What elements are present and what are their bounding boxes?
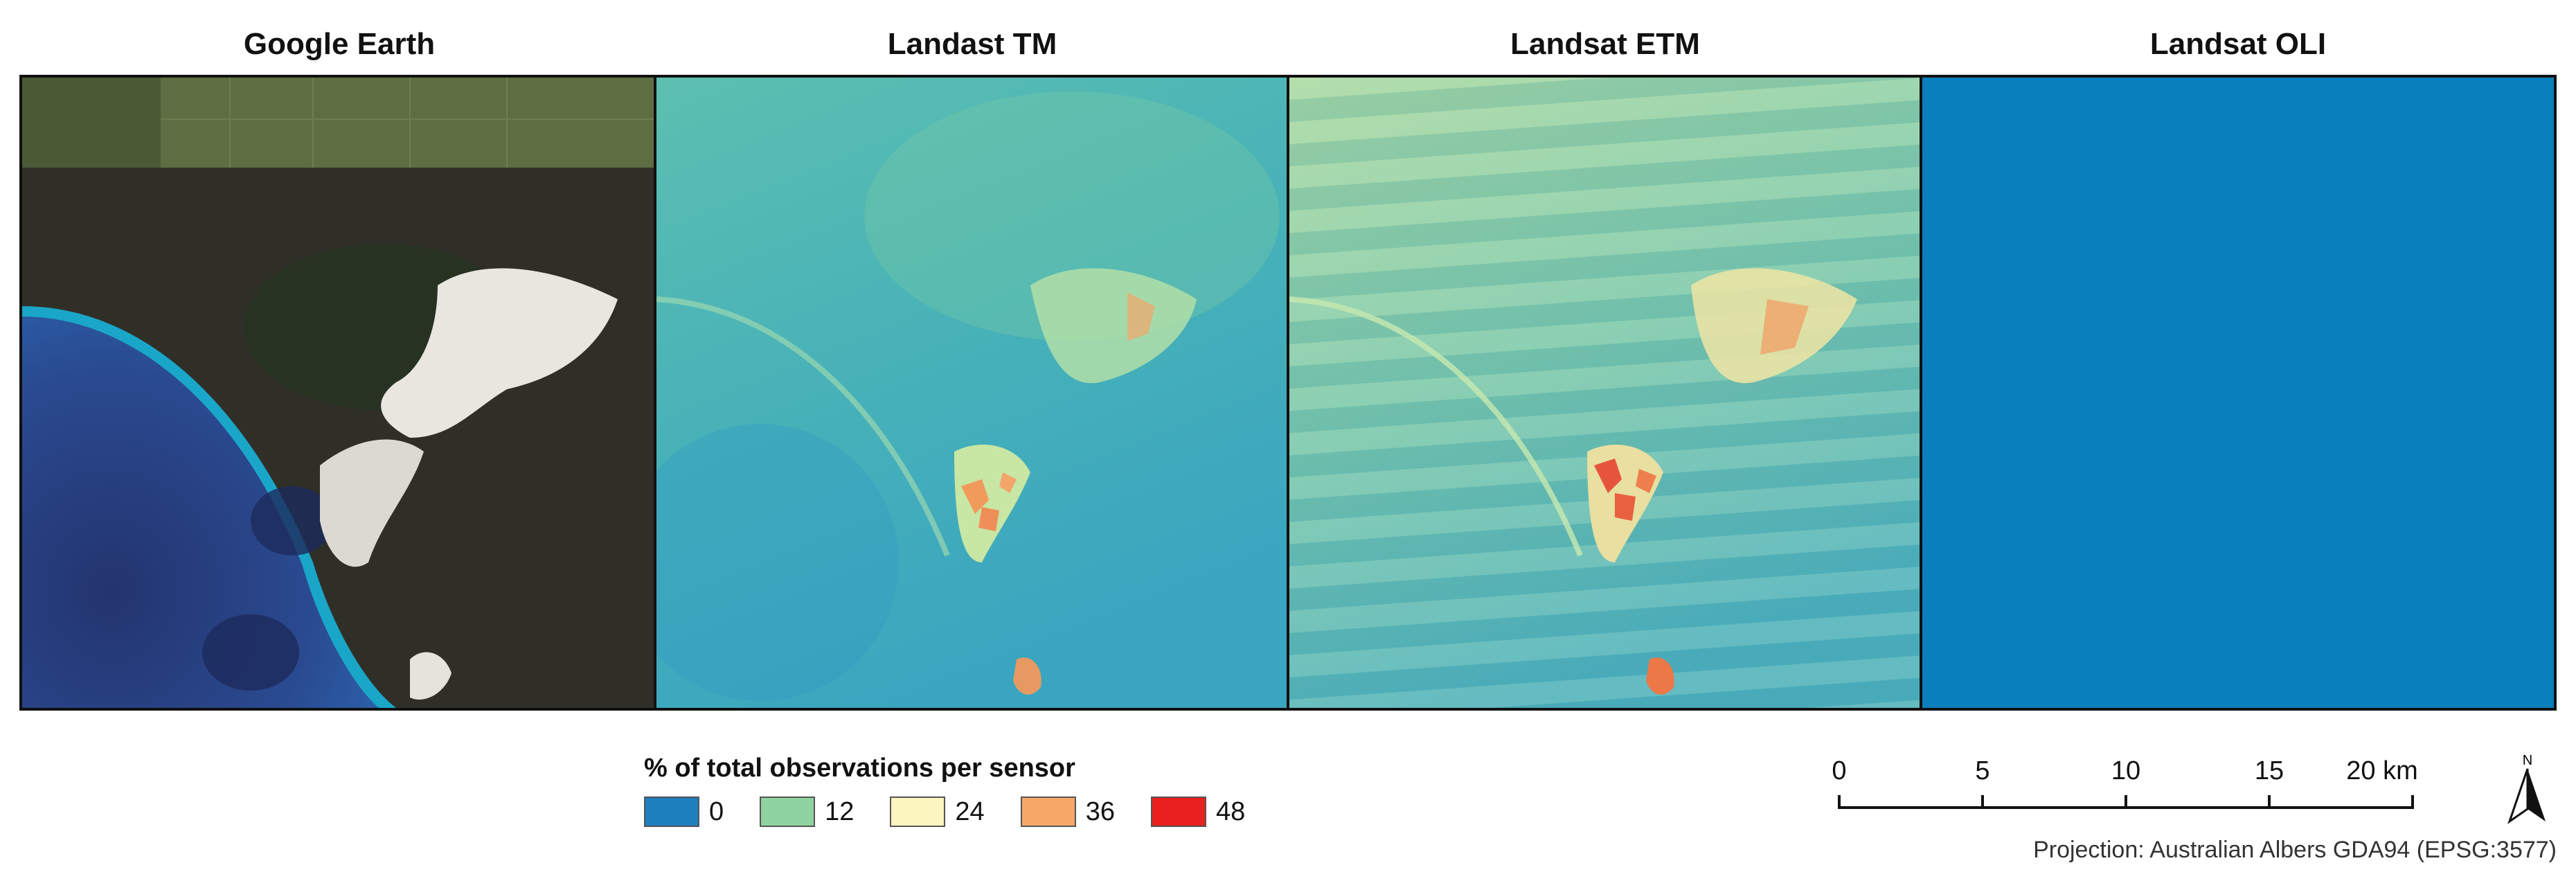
legend-label: 0: [709, 797, 724, 826]
projection-note: Projection: Australian Albers GDA94 (EPS…: [2033, 837, 2557, 863]
scale-tick-label: 20 km: [2346, 756, 2418, 785]
google-earth-image: [22, 78, 654, 708]
scale-tick: [2411, 795, 2414, 809]
landsat-oli-map: [1922, 78, 2554, 708]
landsat-etm-map: [1289, 78, 1920, 708]
scale-tick: [2125, 795, 2127, 809]
panel-title-landsat-tm: Landast TM: [887, 27, 1057, 61]
panel-divider: [1920, 78, 1922, 708]
landsat-oli-panel: [1922, 78, 2554, 708]
legend-swatch: [890, 797, 946, 827]
landsat-etm-panel: [1289, 78, 1920, 708]
legend-label: 36: [1085, 797, 1115, 826]
legend-item: 36: [1020, 797, 1115, 827]
landsat-tm-panel: [656, 78, 1287, 708]
legend-label: 24: [955, 797, 985, 826]
legend: 0 12 24 36 48: [644, 797, 1281, 827]
panel-title-google-earth: Google Earth: [243, 27, 436, 61]
scale-bar: 0 5 10 15 20 km: [1828, 756, 2424, 819]
panel-title-landsat-oli: Landsat OLI: [2149, 27, 2327, 61]
legend-item: 0: [644, 797, 724, 827]
legend-label: 48: [1215, 797, 1246, 826]
landsat-tm-map: [656, 78, 1287, 708]
north-arrow-icon: N: [2505, 748, 2550, 824]
scale-tick: [1981, 795, 1984, 809]
legend-swatch: [1020, 797, 1076, 827]
legend-item: 12: [760, 797, 854, 827]
scale-tick-label: 5: [1975, 756, 1990, 785]
legend-item: 24: [890, 797, 985, 827]
panel-title-landsat-etm: Landsat ETM: [1510, 27, 1700, 61]
legend-swatch: [760, 797, 816, 827]
legend-label: 12: [825, 797, 855, 826]
scale-tick: [1838, 795, 1841, 809]
google-earth-panel: [22, 78, 654, 708]
scale-tick-label: 15: [2254, 756, 2284, 785]
legend-swatch: [1150, 797, 1206, 827]
legend-swatch: [644, 797, 699, 827]
panel-divider: [654, 78, 656, 708]
scale-tick-label: 0: [1832, 756, 1847, 785]
legend-title: % of total observations per sensor: [644, 754, 1075, 783]
legend-item: 48: [1150, 797, 1246, 827]
scale-tick-label: 10: [2111, 756, 2141, 785]
scale-tick: [2268, 795, 2271, 809]
panel-divider: [1287, 78, 1289, 708]
map-panels: [19, 75, 2557, 711]
north-label: N: [2523, 753, 2532, 768]
